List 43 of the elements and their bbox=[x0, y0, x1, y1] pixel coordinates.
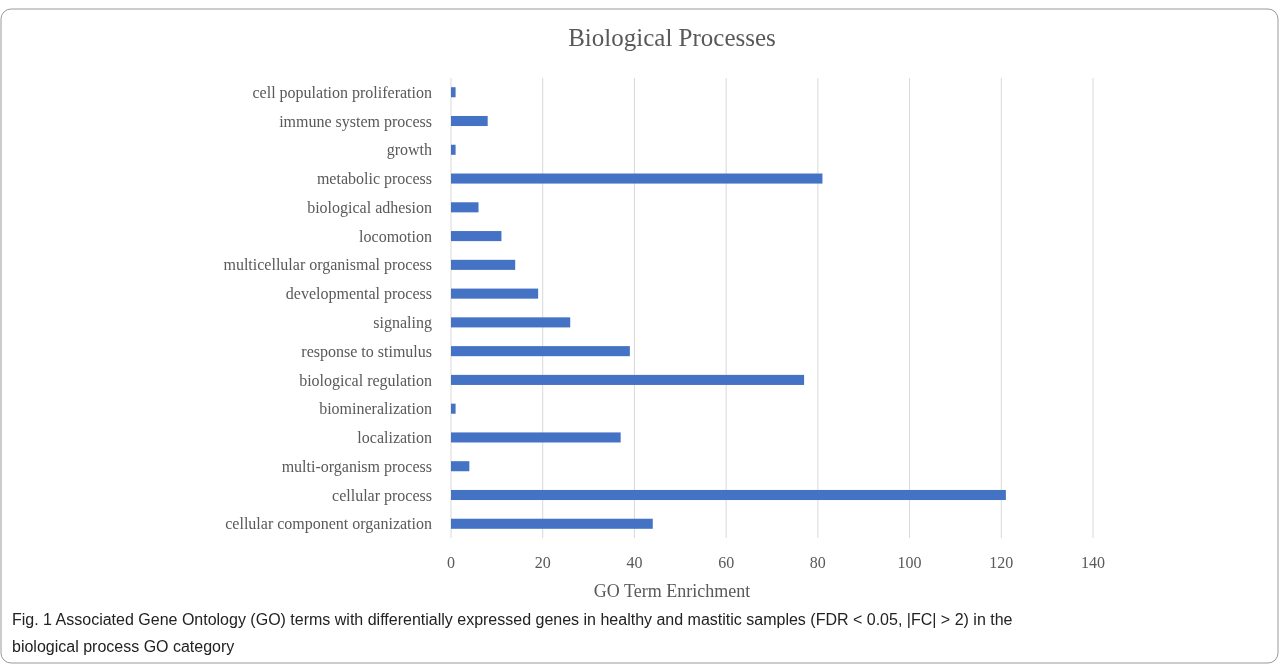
y-tick-label: response to stimulus bbox=[301, 342, 432, 361]
bar bbox=[451, 144, 456, 155]
bar bbox=[451, 288, 539, 299]
x-tick-label: 60 bbox=[718, 554, 735, 571]
bar bbox=[451, 346, 630, 357]
y-tick-label: multicellular organismal process bbox=[223, 256, 432, 275]
bar bbox=[451, 374, 805, 385]
bar bbox=[451, 489, 1006, 501]
x-tick-label: 80 bbox=[809, 554, 826, 571]
bar bbox=[451, 231, 502, 242]
bar bbox=[451, 173, 823, 184]
y-tick-label: localization bbox=[357, 429, 432, 447]
x-tick-label: 40 bbox=[626, 554, 643, 571]
y-tick-label: locomotion bbox=[359, 227, 432, 245]
bar bbox=[451, 115, 488, 127]
x-tick-label: 0 bbox=[447, 554, 455, 571]
y-tick-label: biomineralization bbox=[319, 400, 432, 418]
y-tick-label: cellular process bbox=[332, 486, 432, 505]
x-tick-label: 100 bbox=[897, 554, 922, 571]
bar bbox=[451, 432, 621, 443]
y-tick-label: biological adhesion bbox=[307, 198, 432, 217]
x-tick-label: 120 bbox=[989, 554, 1014, 571]
bar bbox=[451, 87, 456, 98]
y-tick-label: immune system process bbox=[279, 112, 432, 131]
y-tick-label: biological regulation bbox=[299, 371, 432, 390]
bar bbox=[451, 518, 653, 529]
x-tick-label: 20 bbox=[534, 554, 551, 571]
bar bbox=[451, 317, 571, 328]
y-tick-label: cell population proliferation bbox=[252, 83, 432, 102]
y-tick-label: developmental process bbox=[285, 285, 432, 304]
bar bbox=[451, 461, 470, 472]
x-tick-label: 140 bbox=[1081, 554, 1105, 571]
y-tick-label: multi-organism process bbox=[281, 457, 432, 476]
bar bbox=[451, 202, 479, 213]
y-tick-label: growth bbox=[386, 141, 432, 160]
caption: Fig. 1 Associated Gene Ontology (GO) terms with differentially expressed genes in healthy and mastitic samples (FDR < 0.05, |FC| > 2) in the biological process GO category bbox=[12, 611, 1013, 655]
x-axis-title: GO Term Enrichment bbox=[593, 581, 751, 601]
bar bbox=[451, 403, 456, 414]
y-tick-label: metabolic process bbox=[316, 170, 432, 189]
chart-title: Biological Processes bbox=[568, 24, 776, 51]
bar bbox=[451, 259, 516, 270]
y-tick-label: cellular component organization bbox=[225, 515, 432, 534]
y-tick-label: signaling bbox=[373, 313, 432, 332]
